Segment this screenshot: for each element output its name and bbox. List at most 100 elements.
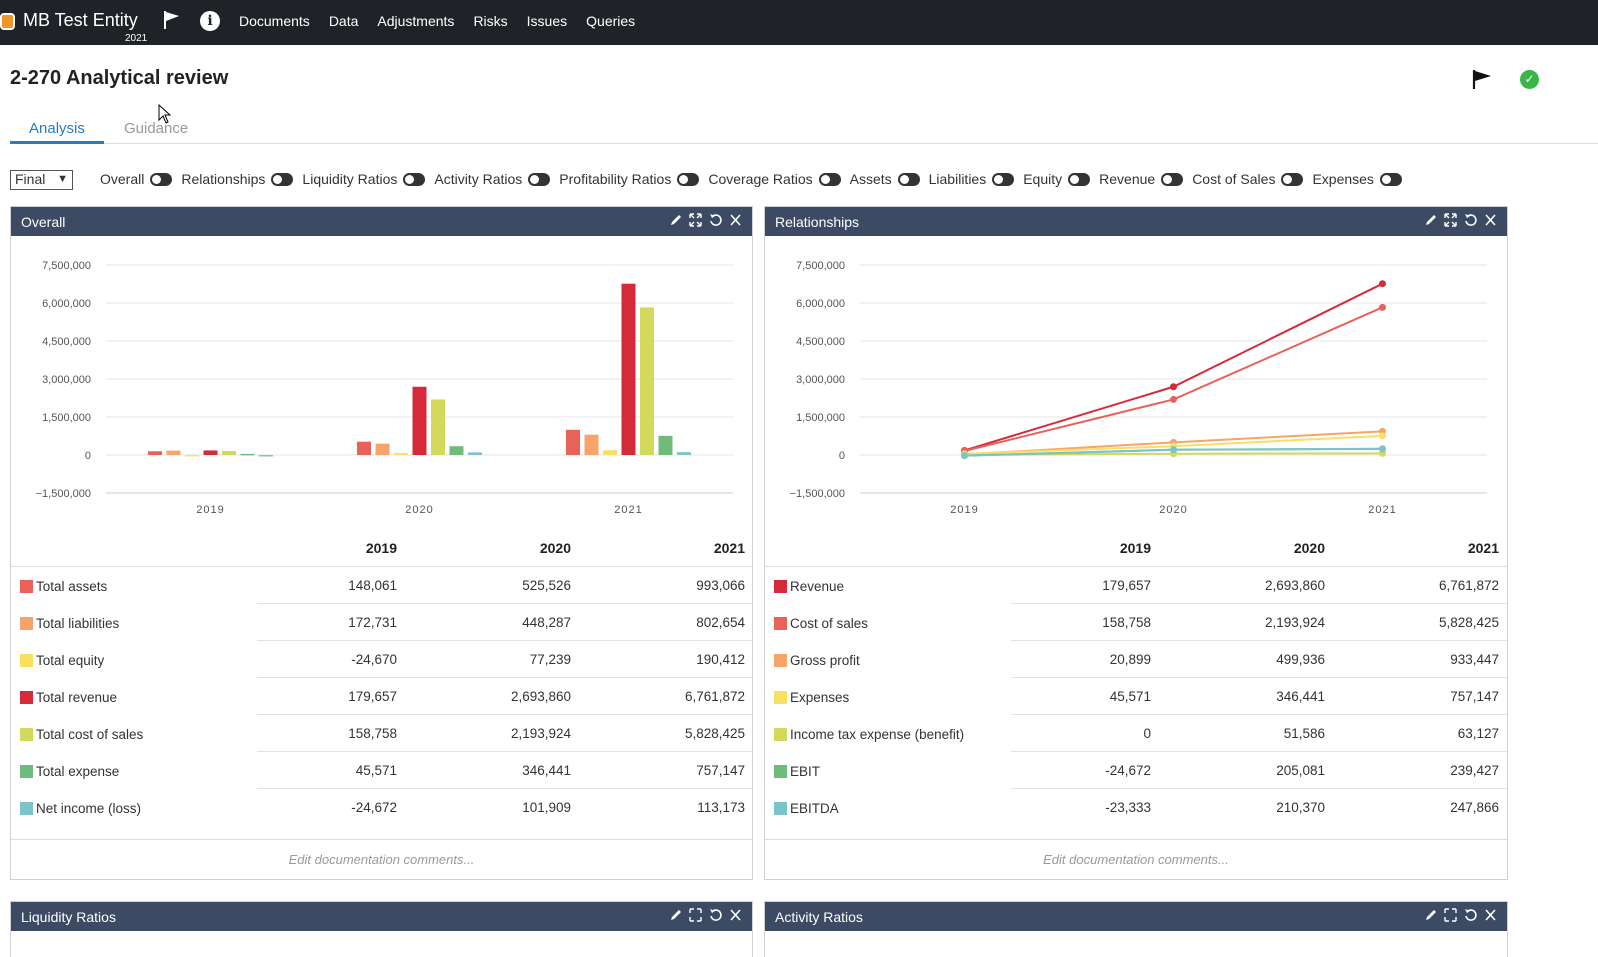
nav-issues[interactable]: Issues bbox=[526, 13, 568, 29]
nav-adjustments[interactable]: Adjustments bbox=[377, 13, 455, 29]
data-point[interactable] bbox=[1379, 432, 1386, 440]
toggle-cost-of-sales[interactable] bbox=[1281, 172, 1304, 186]
bar[interactable] bbox=[449, 446, 464, 455]
bar[interactable] bbox=[603, 450, 617, 455]
data-point[interactable] bbox=[961, 452, 968, 460]
bar[interactable] bbox=[584, 434, 599, 455]
y-tick-label: 4,500,000 bbox=[796, 336, 845, 348]
edit-icon[interactable] bbox=[669, 213, 682, 227]
data-point[interactable] bbox=[1170, 395, 1177, 403]
bar[interactable] bbox=[394, 453, 408, 455]
bar[interactable] bbox=[468, 452, 482, 455]
bar[interactable] bbox=[222, 450, 236, 455]
cell-value: 5,828,425 bbox=[1438, 615, 1499, 630]
toggle-liabilities[interactable] bbox=[992, 172, 1015, 186]
cell-value: 172,731 bbox=[348, 615, 397, 630]
toggle-profitability-ratios[interactable] bbox=[677, 172, 700, 186]
table-header: 2019 2020 2021 bbox=[765, 533, 1507, 567]
edit-comments-link[interactable]: Edit documentation comments... bbox=[765, 839, 1507, 879]
cell-value: 45,571 bbox=[1109, 689, 1151, 704]
bar[interactable] bbox=[375, 443, 390, 455]
nav-documents[interactable]: Documents bbox=[239, 13, 310, 29]
toggle-coverage-ratios[interactable] bbox=[818, 172, 841, 186]
close-icon[interactable] bbox=[1484, 908, 1497, 922]
close-icon[interactable] bbox=[729, 908, 742, 922]
expand-icon[interactable] bbox=[689, 908, 702, 922]
table-row: Total revenue 179,657 2,693,860 6,761,872 bbox=[11, 678, 752, 715]
y-tick-label: 6,000,000 bbox=[42, 298, 91, 310]
bar[interactable] bbox=[259, 455, 273, 457]
bar[interactable] bbox=[148, 451, 162, 455]
signoff-check-icon[interactable]: ✓ bbox=[1520, 70, 1539, 89]
close-icon[interactable] bbox=[1484, 213, 1497, 227]
page-title: 2-270 Analytical review bbox=[10, 67, 229, 89]
bar[interactable] bbox=[621, 283, 636, 455]
main-nav: Documents Data Adjustments Risks Issues … bbox=[239, 13, 635, 29]
edit-icon[interactable] bbox=[1424, 213, 1437, 227]
nav-queries[interactable]: Queries bbox=[586, 13, 636, 29]
table-row: EBIT -24,672 205,081 239,427 bbox=[765, 752, 1507, 789]
row-divider bbox=[257, 714, 752, 715]
data-point[interactable] bbox=[1170, 446, 1177, 454]
toggle-revenue[interactable] bbox=[1161, 172, 1184, 186]
edit-icon[interactable] bbox=[669, 908, 682, 922]
legend-swatch bbox=[774, 728, 787, 741]
x-tick-label: 2019 bbox=[950, 504, 978, 516]
refresh-icon[interactable] bbox=[709, 908, 722, 922]
data-point[interactable] bbox=[1379, 280, 1386, 288]
legend-swatch bbox=[20, 654, 33, 667]
bar[interactable] bbox=[412, 386, 427, 455]
expand-icon[interactable] bbox=[689, 213, 702, 227]
toggle-label-profitability-ratios: Profitability Ratios bbox=[559, 171, 672, 187]
edit-icon[interactable] bbox=[1424, 908, 1437, 922]
nav-risks[interactable]: Risks bbox=[473, 13, 508, 29]
x-tick-label: 2020 bbox=[405, 504, 433, 516]
expand-icon[interactable] bbox=[1444, 908, 1457, 922]
toggle-overall[interactable] bbox=[150, 172, 173, 186]
edit-comments-link[interactable]: Edit documentation comments... bbox=[11, 839, 752, 879]
row-label: Expenses bbox=[790, 690, 850, 705]
refresh-icon[interactable] bbox=[1464, 908, 1477, 922]
table-row: Total expense 45,571 346,441 757,147 bbox=[11, 752, 752, 789]
bar[interactable] bbox=[640, 307, 654, 455]
expand-icon[interactable] bbox=[1444, 213, 1457, 227]
row-label: Income tax expense (benefit) bbox=[790, 727, 965, 742]
tab-analysis[interactable]: Analysis bbox=[29, 120, 85, 137]
tab-guidance[interactable]: Guidance bbox=[124, 120, 189, 137]
panel-tools bbox=[1424, 213, 1497, 227]
bar[interactable] bbox=[677, 452, 691, 455]
bar[interactable] bbox=[240, 453, 255, 456]
toggle-assets[interactable] bbox=[897, 172, 920, 186]
flag-icon[interactable] bbox=[163, 10, 181, 35]
data-point[interactable] bbox=[1379, 445, 1386, 453]
panel-header: Liquidity Ratios bbox=[11, 902, 752, 931]
refresh-icon[interactable] bbox=[709, 213, 722, 227]
bar[interactable] bbox=[658, 435, 673, 455]
entity-name[interactable]: MB Test Entity bbox=[23, 10, 138, 30]
bar[interactable] bbox=[203, 450, 218, 455]
bar[interactable] bbox=[431, 399, 445, 455]
row-label: Net income (loss) bbox=[36, 801, 142, 816]
data-point[interactable] bbox=[1379, 303, 1386, 311]
y-tick-label: 1,500,000 bbox=[796, 412, 845, 424]
flag-icon[interactable] bbox=[1471, 68, 1493, 95]
nav-data[interactable]: Data bbox=[328, 13, 359, 29]
version-select[interactable]: Final ▼ bbox=[10, 170, 73, 190]
toggle-liquidity-ratios[interactable] bbox=[403, 172, 426, 186]
toggle-relationships[interactable] bbox=[271, 172, 294, 186]
cell-value: -24,672 bbox=[1105, 763, 1151, 778]
toggle-equity[interactable] bbox=[1068, 172, 1091, 186]
bar[interactable] bbox=[566, 429, 580, 455]
close-icon[interactable] bbox=[729, 213, 742, 227]
bar[interactable] bbox=[357, 441, 371, 455]
bar[interactable] bbox=[185, 455, 199, 457]
legend-swatch bbox=[774, 765, 787, 778]
info-icon[interactable]: i bbox=[200, 11, 220, 31]
data-point[interactable] bbox=[1170, 383, 1177, 391]
panel-title: Overall bbox=[21, 214, 66, 230]
cell-value: 346,441 bbox=[522, 763, 571, 778]
toggle-activity-ratios[interactable] bbox=[528, 172, 551, 186]
toggle-expenses[interactable] bbox=[1379, 172, 1402, 186]
refresh-icon[interactable] bbox=[1464, 213, 1477, 227]
bar[interactable] bbox=[166, 450, 181, 455]
